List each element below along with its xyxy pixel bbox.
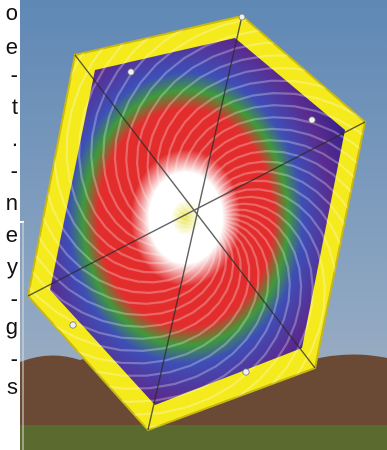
swirl-arc <box>90 16 205 249</box>
swirl-arc <box>28 116 217 305</box>
side-text-fragment: - <box>10 346 18 371</box>
swirl-arc <box>77 16 207 256</box>
kite-swirl-pattern <box>28 16 365 430</box>
side-text-fragment: - <box>10 62 18 87</box>
side-text-fragment: - <box>10 286 18 311</box>
swirl-arc <box>146 54 365 225</box>
kite-photo-canvas <box>20 0 387 450</box>
side-text-fragment: . <box>11 126 18 151</box>
side-text-fragment: s <box>7 374 18 399</box>
swirl-arc <box>65 17 208 265</box>
swirl-arc <box>28 223 242 353</box>
swirl-arc <box>102 213 291 417</box>
side-text-fragment: g <box>5 314 18 339</box>
side-text-column: o e - t . - n e y - g - s <box>0 0 20 450</box>
swirl-arc <box>205 160 365 387</box>
swirl-arc <box>188 116 365 257</box>
swirl-arc <box>28 150 222 317</box>
swirl-arc <box>135 40 346 228</box>
side-text-fragment: t <box>11 94 18 119</box>
field <box>20 425 387 450</box>
side-text-fragment: e <box>5 222 18 247</box>
swirl-arc <box>194 127 365 294</box>
kite-sail <box>50 38 345 405</box>
swirl-arc <box>28 225 235 340</box>
side-text-fragment: o <box>5 0 18 25</box>
swirl-arc <box>102 16 243 242</box>
kite-spars <box>27 15 366 431</box>
side-text-fragment: n <box>5 190 18 215</box>
swirl-arc <box>174 91 365 221</box>
side-text-fragment: e <box>5 34 18 59</box>
swirl-arc <box>113 16 280 236</box>
swirl-arc <box>28 222 251 365</box>
side-text-fragment: - <box>10 158 18 183</box>
swirl-arc <box>28 220 260 377</box>
side-text-fragment: y <box>7 254 18 279</box>
swirl-arc <box>181 104 365 219</box>
kite-photo <box>20 0 387 450</box>
swirl-arc <box>202 149 365 360</box>
kite-rivets <box>69 13 316 376</box>
swirl-arc <box>43 219 270 390</box>
